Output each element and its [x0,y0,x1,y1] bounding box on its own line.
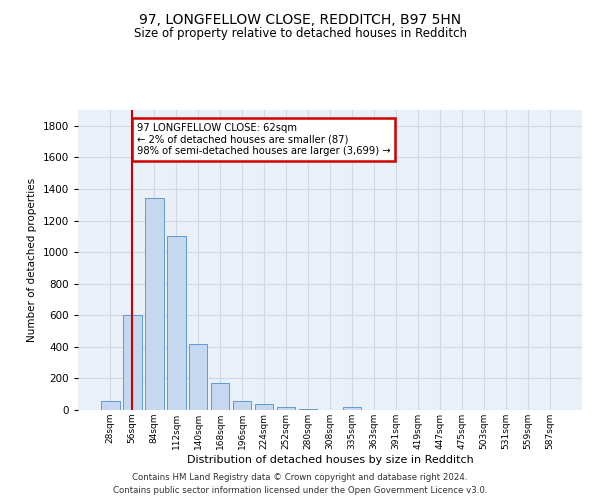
Bar [233,400,251,410]
Bar [277,407,295,410]
Bar [167,236,185,410]
Y-axis label: Number of detached properties: Number of detached properties [27,178,37,342]
Bar [189,344,208,410]
Text: 97, LONGFELLOW CLOSE, REDDITCH, B97 5HN: 97, LONGFELLOW CLOSE, REDDITCH, B97 5HN [139,12,461,26]
Text: Size of property relative to detached houses in Redditch: Size of property relative to detached ho… [133,28,467,40]
Text: Contains HM Land Registry data © Crown copyright and database right 2024.
Contai: Contains HM Land Registry data © Crown c… [113,474,487,495]
Bar [211,383,229,410]
X-axis label: Distribution of detached houses by size in Redditch: Distribution of detached houses by size … [187,454,473,464]
Bar [299,409,317,410]
Bar [145,198,164,410]
Bar [123,316,142,410]
Text: 97 LONGFELLOW CLOSE: 62sqm
← 2% of detached houses are smaller (87)
98% of semi-: 97 LONGFELLOW CLOSE: 62sqm ← 2% of detac… [137,122,390,156]
Bar [255,404,274,410]
Bar [101,400,119,410]
Bar [343,407,361,410]
